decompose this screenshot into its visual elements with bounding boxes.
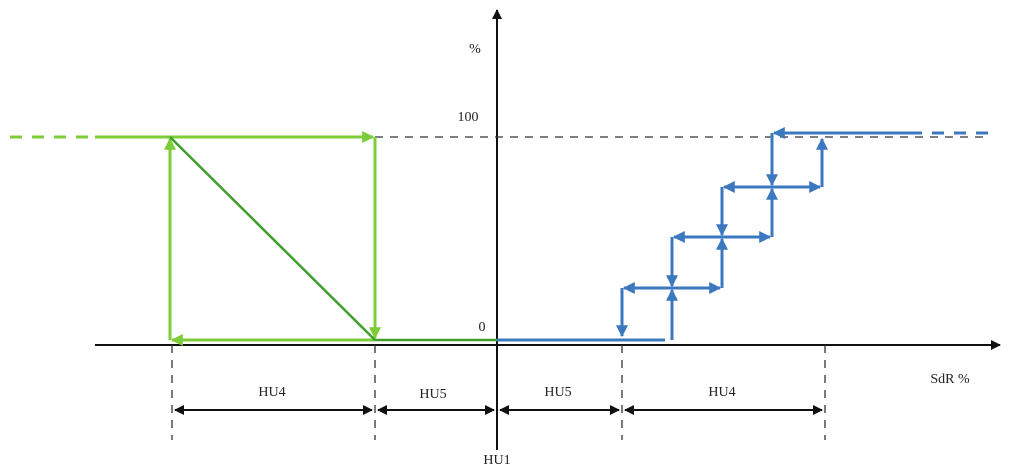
y-label: % (469, 42, 481, 57)
interval-label: HU4 (708, 385, 735, 400)
blue-steps (497, 127, 990, 342)
interval-label: HU4 (258, 385, 285, 400)
dimensions (171, 345, 826, 440)
origin-label: HU1 (483, 453, 510, 468)
line (169, 136, 376, 341)
interval-label: HU5 (544, 385, 571, 400)
x-label: SdR % (930, 372, 970, 387)
interval-label: HU5 (419, 387, 446, 402)
green-cycle (10, 131, 497, 346)
y-zero-label: 0 (479, 320, 486, 335)
y-top-label: 100 (458, 110, 479, 125)
